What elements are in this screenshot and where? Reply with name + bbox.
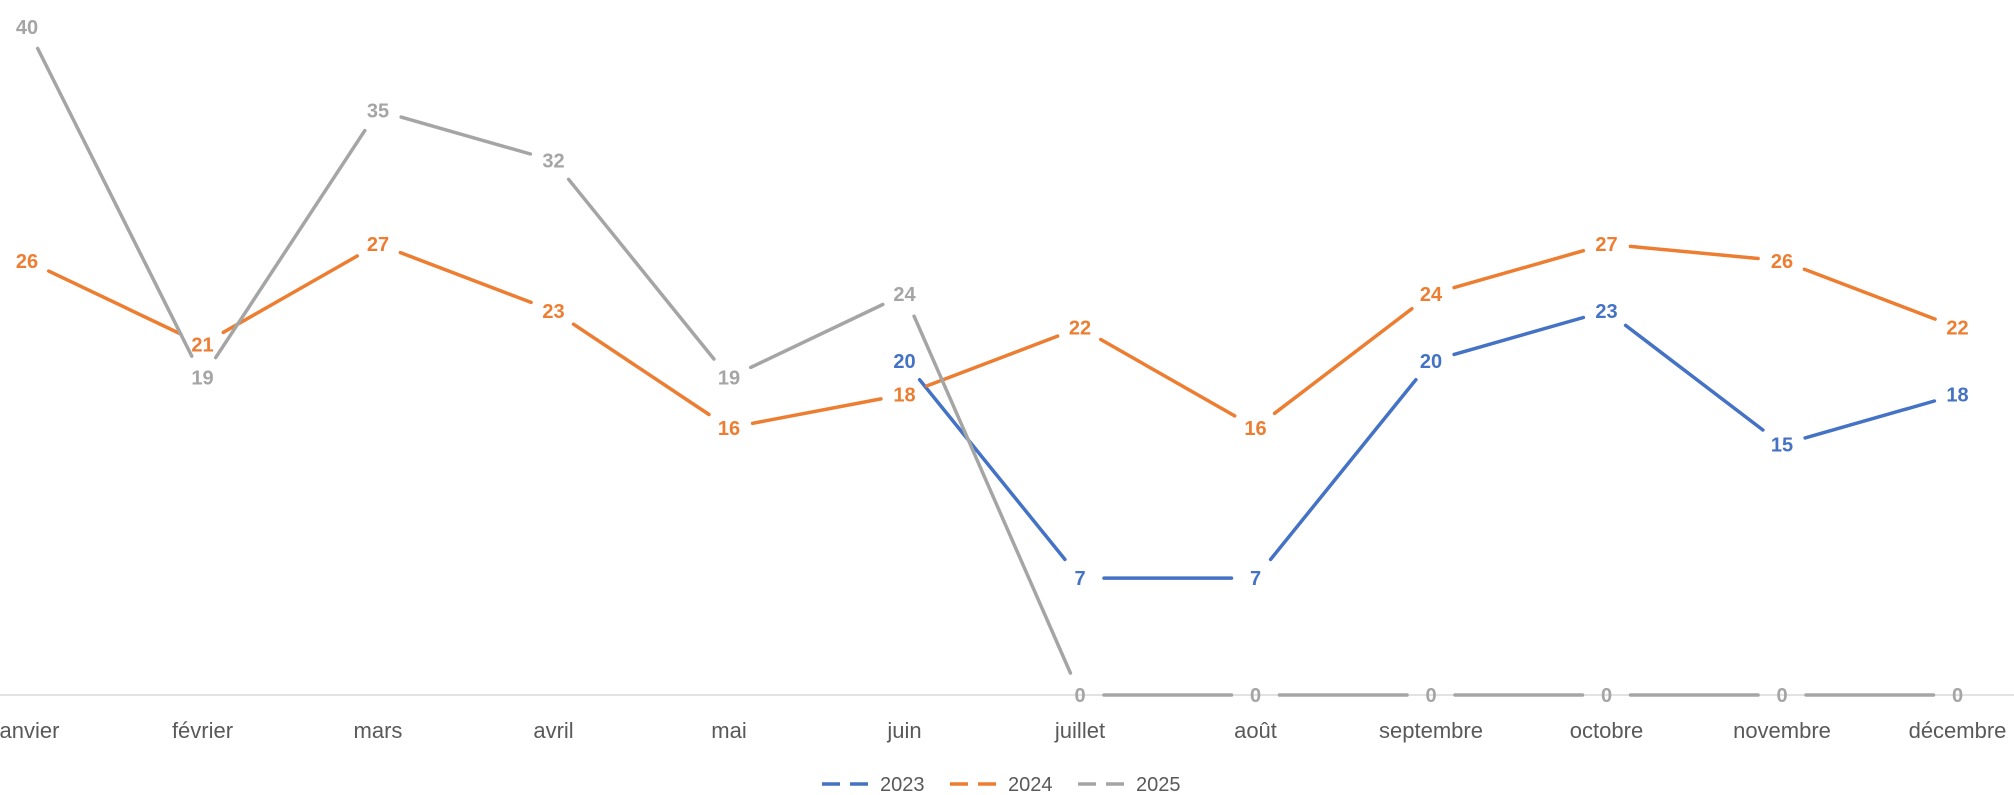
series-segment bbox=[399, 115, 533, 156]
series-segment bbox=[1628, 244, 1760, 261]
series-segment bbox=[1268, 377, 1418, 562]
series-segment bbox=[571, 322, 711, 417]
x-tick-label: octobre bbox=[1570, 718, 1643, 743]
x-axis-ticks: janvier février mars avril mai juin juillet aoû… bbox=[0, 718, 2006, 743]
data-label: 7 bbox=[1250, 568, 1261, 590]
series-segment bbox=[46, 269, 183, 336]
data-label: 21 bbox=[191, 334, 213, 356]
data-label: 7 bbox=[1074, 568, 1085, 590]
x-tick-label: juillet bbox=[1054, 718, 1105, 743]
data-label: 0 bbox=[1250, 685, 1261, 707]
series-segment bbox=[912, 314, 1073, 675]
series-segment bbox=[398, 250, 533, 305]
series-layer: 20 7 7 20 23 15 18 26 21 27 23 16 18 22 16 24 27 26 22 40 19… bbox=[16, 17, 1969, 707]
data-label: 27 bbox=[367, 234, 389, 256]
series-segment bbox=[1623, 323, 1765, 432]
data-label: 18 bbox=[1946, 384, 1968, 406]
data-label: 19 bbox=[718, 368, 740, 390]
series-segment bbox=[1272, 306, 1414, 416]
series-2023: 20 7 7 20 23 15 18 bbox=[893, 301, 1968, 590]
data-label: 23 bbox=[1595, 301, 1617, 323]
data-label: 27 bbox=[1595, 234, 1617, 256]
data-label: 40 bbox=[16, 17, 38, 39]
data-label: 0 bbox=[1074, 685, 1085, 707]
series-segment bbox=[1803, 399, 1937, 440]
data-label: 0 bbox=[1952, 685, 1963, 707]
series-segment bbox=[750, 397, 883, 426]
data-label: 18 bbox=[893, 384, 915, 406]
data-label: 19 bbox=[191, 368, 213, 390]
series-2025: 40 19 35 32 19 24 0 0 0 0 0 0 bbox=[16, 17, 1963, 707]
series-segment bbox=[221, 254, 359, 335]
series-segment bbox=[748, 302, 885, 370]
x-tick-label: juin bbox=[886, 718, 921, 743]
data-label: 20 bbox=[1420, 351, 1442, 373]
series-segment bbox=[213, 128, 367, 360]
series-segment bbox=[1099, 337, 1237, 418]
data-label: 23 bbox=[542, 301, 564, 323]
data-label: 16 bbox=[718, 418, 740, 440]
data-label: 22 bbox=[1946, 318, 1968, 340]
series-segment bbox=[925, 334, 1060, 388]
data-label: 24 bbox=[1420, 284, 1443, 306]
data-label: 20 bbox=[893, 351, 915, 373]
series-segment bbox=[1452, 315, 1586, 357]
series-2024: 26 21 27 23 16 18 22 16 24 27 26 22 bbox=[16, 234, 1969, 440]
series-segment bbox=[1802, 267, 1937, 321]
legend-item-2023: 2023 bbox=[822, 774, 925, 795]
data-label: 0 bbox=[1601, 685, 1612, 707]
data-label: 22 bbox=[1069, 318, 1091, 340]
legend-label: 2023 bbox=[880, 774, 925, 795]
data-label: 35 bbox=[367, 101, 389, 123]
series-segment bbox=[917, 377, 1067, 562]
x-tick-label: mars bbox=[354, 718, 403, 743]
legend-label: 2025 bbox=[1136, 774, 1181, 795]
x-tick-label: mai bbox=[711, 718, 746, 743]
data-label: 32 bbox=[542, 151, 564, 173]
x-tick-label: janvier bbox=[0, 718, 59, 743]
data-label: 16 bbox=[1244, 418, 1266, 440]
legend-item-2024: 2024 bbox=[950, 774, 1053, 795]
data-label: 0 bbox=[1425, 685, 1436, 707]
x-tick-label: février bbox=[172, 718, 233, 743]
data-label: 26 bbox=[16, 251, 38, 273]
data-label: 15 bbox=[1771, 435, 1793, 457]
series-segment bbox=[35, 46, 194, 358]
data-label: 24 bbox=[893, 284, 916, 306]
x-tick-label: août bbox=[1234, 718, 1277, 743]
series-segment bbox=[1452, 248, 1586, 290]
legend-label: 2024 bbox=[1008, 774, 1053, 795]
data-label: 26 bbox=[1771, 251, 1793, 273]
data-label: 0 bbox=[1776, 685, 1787, 707]
x-tick-label: décembre bbox=[1909, 718, 2007, 743]
x-tick-label: novembre bbox=[1733, 718, 1831, 743]
legend: 2023 2024 2025 bbox=[822, 774, 1181, 795]
legend-item-2025: 2025 bbox=[1078, 774, 1181, 795]
x-tick-label: avril bbox=[533, 718, 573, 743]
x-tick-label: septembre bbox=[1379, 718, 1483, 743]
series-segment bbox=[566, 177, 716, 361]
